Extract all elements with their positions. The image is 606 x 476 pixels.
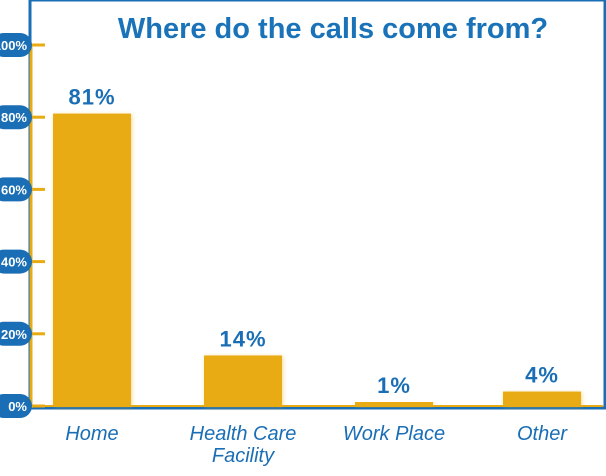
x-tick-label: Other — [517, 423, 568, 445]
y-tick-badge — [0, 33, 32, 57]
x-tick-label: Home — [65, 423, 118, 445]
chart-title: Where do the calls come from? — [118, 13, 548, 45]
x-tick-label: Facility — [212, 445, 275, 467]
y-tick-label: 20% — [1, 327, 27, 342]
bars — [53, 113, 582, 407]
y-tick-label: 80% — [1, 110, 27, 125]
x-tick-label: Health Care — [190, 423, 297, 445]
bar-value-label: 4% — [525, 363, 559, 388]
bar — [355, 402, 433, 406]
bar — [503, 391, 581, 406]
y-tick: 40% — [0, 249, 45, 274]
y-tick: 0% — [0, 394, 45, 418]
y-tick-badge — [0, 394, 32, 418]
y-tick-label: 40% — [1, 255, 27, 270]
y-tick-badge — [0, 321, 32, 346]
y-tick-label: 0% — [8, 399, 27, 414]
y-tick-label: 100% — [0, 38, 27, 53]
bar-value-label: 14% — [219, 326, 266, 351]
y-tick: 60% — [0, 177, 45, 202]
x-tick-label: Work Place — [343, 423, 445, 445]
bar — [53, 113, 131, 406]
bar-value-label: 81% — [68, 85, 115, 110]
y-tick: 80% — [0, 105, 45, 130]
bar — [204, 355, 282, 406]
y-tick: 100% — [0, 33, 45, 57]
bar-value-label: 1% — [377, 373, 411, 398]
y-tick-label: 60% — [1, 182, 27, 197]
y-tick-badge — [0, 249, 32, 274]
y-tick-badge — [0, 177, 32, 202]
bar-value-labels: 81% 14% 1% 4% — [68, 85, 559, 398]
y-tick: 20% — [0, 321, 45, 346]
y-tick-badge — [0, 105, 32, 130]
